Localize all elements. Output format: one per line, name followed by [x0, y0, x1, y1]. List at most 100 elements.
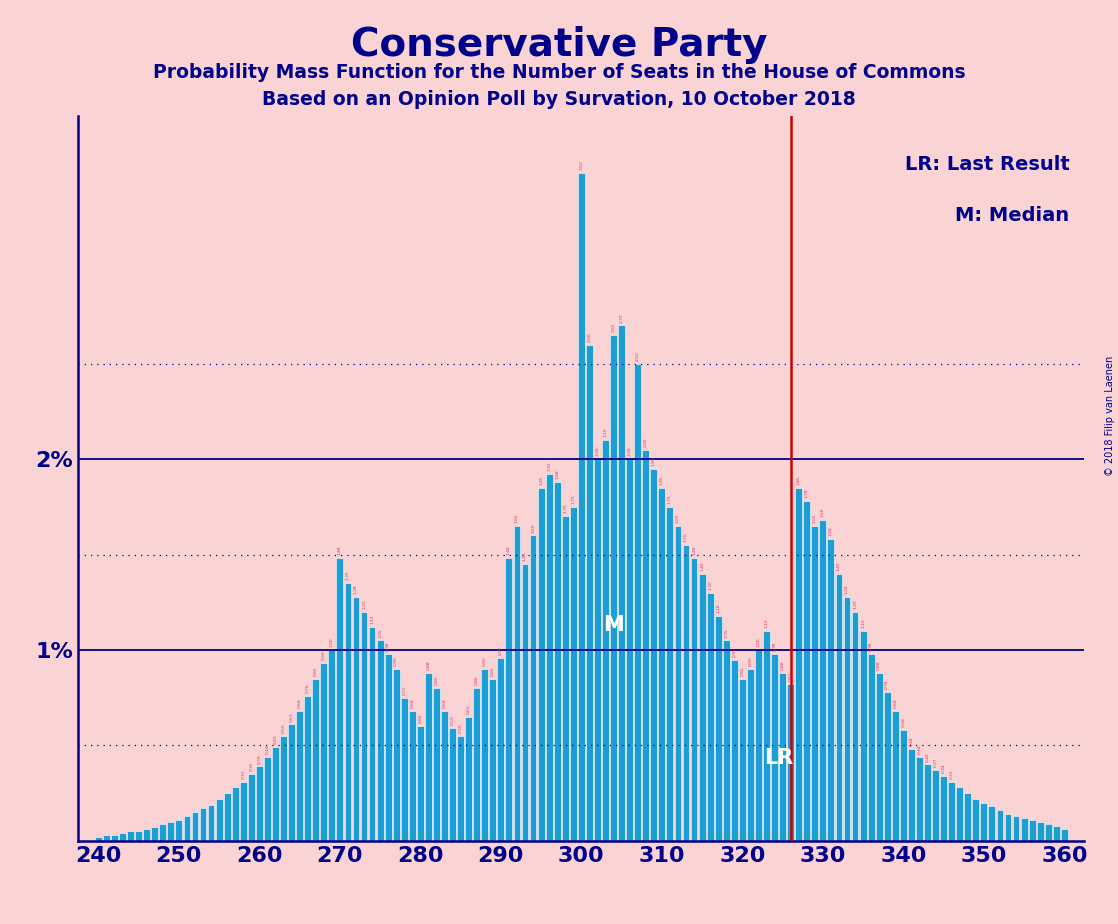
Bar — [401, 698, 408, 841]
Bar — [659, 488, 665, 841]
Bar — [634, 364, 641, 841]
Bar — [281, 736, 287, 841]
Text: 0.31: 0.31 — [949, 769, 954, 779]
Text: 1.55: 1.55 — [684, 532, 688, 542]
Bar — [916, 757, 922, 841]
Text: 1.65: 1.65 — [813, 513, 817, 523]
Bar — [714, 615, 721, 841]
Bar — [513, 526, 520, 841]
Bar — [666, 506, 673, 841]
Bar — [176, 820, 182, 841]
Text: 0.61: 0.61 — [290, 711, 294, 722]
Bar — [352, 597, 359, 841]
Bar — [674, 526, 681, 841]
Text: 0.65: 0.65 — [466, 704, 471, 714]
Bar — [827, 540, 834, 841]
Bar — [819, 520, 826, 841]
Bar — [691, 558, 698, 841]
Bar — [948, 782, 955, 841]
Text: 0.80: 0.80 — [475, 675, 479, 686]
Bar — [216, 799, 222, 841]
Bar — [586, 345, 593, 841]
Bar — [135, 832, 142, 841]
Bar — [120, 833, 126, 841]
Text: 0.68: 0.68 — [443, 699, 446, 708]
Bar — [795, 488, 802, 841]
Text: 1.70: 1.70 — [563, 504, 567, 514]
Text: 0.98: 0.98 — [869, 641, 873, 650]
Text: 1.75: 1.75 — [667, 494, 672, 504]
Bar — [892, 711, 899, 841]
Bar — [844, 597, 851, 841]
Bar — [723, 640, 730, 841]
Bar — [683, 545, 690, 841]
Text: 1.28: 1.28 — [845, 584, 849, 593]
Text: 1.58: 1.58 — [828, 527, 833, 537]
Bar — [868, 654, 874, 841]
Bar — [747, 669, 754, 841]
Text: 0.35: 0.35 — [249, 761, 254, 772]
Text: 0.37: 0.37 — [934, 758, 938, 767]
Text: LR: Last Result: LR: Last Result — [904, 155, 1070, 175]
Bar — [482, 669, 489, 841]
Bar — [433, 688, 439, 841]
Bar — [160, 823, 167, 841]
Bar — [304, 696, 311, 841]
Bar — [553, 482, 560, 841]
Bar — [409, 711, 416, 841]
Text: 0.98: 0.98 — [386, 641, 390, 650]
Bar — [248, 774, 255, 841]
Text: 0.55: 0.55 — [282, 723, 285, 733]
Bar — [457, 736, 464, 841]
Bar — [417, 726, 424, 841]
Bar — [562, 517, 569, 841]
Text: 0.59: 0.59 — [451, 715, 455, 725]
Bar — [361, 612, 368, 841]
Text: 1.18: 1.18 — [717, 603, 720, 613]
Bar — [95, 837, 102, 841]
Bar — [224, 793, 230, 841]
Text: 0.55: 0.55 — [458, 723, 463, 733]
Text: 0.90: 0.90 — [748, 657, 752, 666]
Bar — [651, 468, 657, 841]
Text: 1.88: 1.88 — [556, 469, 559, 480]
Bar — [618, 325, 625, 841]
Bar — [442, 711, 448, 841]
Bar — [699, 574, 705, 841]
Text: 1.45: 1.45 — [523, 552, 527, 561]
Text: Conservative Party: Conservative Party — [351, 26, 767, 64]
Text: 1.78: 1.78 — [805, 489, 808, 498]
Bar — [764, 631, 770, 841]
Text: 1.28: 1.28 — [354, 584, 358, 593]
Text: 0.44: 0.44 — [265, 745, 269, 754]
Bar — [860, 631, 866, 841]
Bar — [473, 688, 480, 841]
Bar — [151, 828, 158, 841]
Bar — [731, 660, 738, 841]
Bar — [522, 564, 529, 841]
Text: 0.78: 0.78 — [885, 679, 889, 689]
Bar — [344, 583, 351, 841]
Text: 1.65: 1.65 — [676, 513, 680, 523]
Bar — [875, 673, 882, 841]
Bar — [1053, 825, 1060, 841]
Bar — [1029, 820, 1035, 841]
Bar — [884, 692, 891, 841]
Text: 1.75: 1.75 — [571, 494, 576, 504]
Bar — [272, 748, 278, 841]
Text: 1.65: 1.65 — [515, 513, 519, 523]
Bar — [240, 782, 247, 841]
Text: 0.88: 0.88 — [878, 661, 881, 670]
Text: 1.68: 1.68 — [821, 507, 825, 517]
Bar — [965, 793, 972, 841]
Text: 2.00: 2.00 — [627, 446, 632, 456]
Bar — [490, 678, 496, 841]
Text: 0.48: 0.48 — [909, 736, 913, 747]
Bar — [779, 673, 786, 841]
Text: 1.40: 1.40 — [837, 561, 841, 571]
Bar — [208, 805, 215, 841]
Text: 0.68: 0.68 — [410, 699, 415, 708]
Text: 1.48: 1.48 — [692, 546, 697, 555]
Bar — [1061, 830, 1068, 841]
Text: Based on an Opinion Poll by Survation, 10 October 2018: Based on an Opinion Poll by Survation, 1… — [262, 90, 856, 109]
